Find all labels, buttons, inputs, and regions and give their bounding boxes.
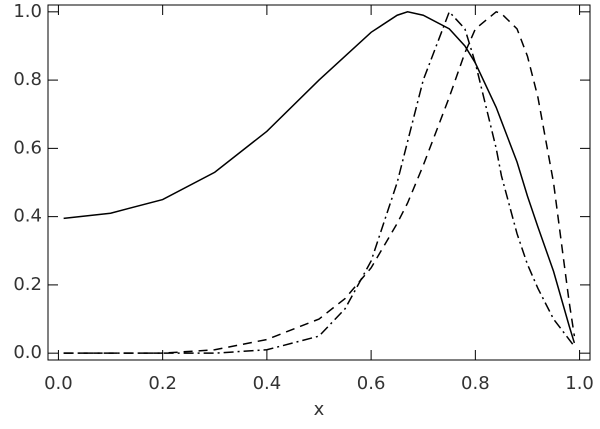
y-tick-label: 0.8 — [13, 69, 42, 90]
x-tick-label: 0.6 — [357, 373, 386, 394]
y-tick-label: 0.6 — [13, 137, 42, 158]
x-tick-label: 0.2 — [148, 373, 177, 394]
x-axis-label: x — [314, 399, 325, 420]
x-tick-label: 0.4 — [253, 373, 282, 394]
line-series — [63, 10, 575, 354]
line-series — [63, 10, 576, 354]
y-tick-label: 0.0 — [13, 342, 42, 363]
plot-frame — [47, 4, 591, 361]
y-tick-label: 0.4 — [13, 206, 42, 227]
y-tick-label: 0.2 — [13, 274, 42, 295]
x-tick-label: 0.8 — [461, 373, 490, 394]
y-tick-label: 1.0 — [13, 1, 42, 22]
line-series — [63, 11, 576, 344]
x-tick-label: 0.0 — [44, 373, 73, 394]
x-tick-label: 1.0 — [565, 373, 594, 394]
